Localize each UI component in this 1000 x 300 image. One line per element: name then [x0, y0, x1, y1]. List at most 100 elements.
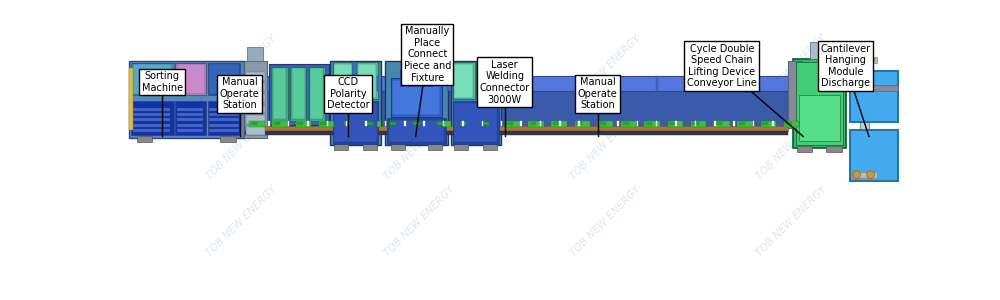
Bar [483, 144, 497, 150]
Bar [244, 61, 267, 138]
Bar [458, 121, 474, 127]
Bar [245, 131, 788, 135]
Bar [271, 67, 288, 121]
Bar [826, 146, 842, 152]
Bar [846, 85, 898, 92]
Bar [483, 122, 489, 125]
Bar [520, 122, 522, 126]
Bar [246, 115, 264, 124]
Bar [559, 122, 561, 126]
Bar [326, 122, 328, 126]
Bar [621, 121, 637, 127]
Bar [385, 61, 448, 145]
Bar [691, 121, 706, 127]
Bar [476, 62, 498, 99]
Bar [133, 64, 172, 94]
Bar [598, 121, 613, 127]
Circle shape [853, 171, 860, 178]
Bar [246, 83, 264, 92]
Bar [245, 126, 788, 131]
Bar [377, 76, 379, 92]
Bar [133, 129, 170, 132]
Text: Cantilever
Hanging
Module
Discharge: Cantilever Hanging Module Discharge [821, 44, 871, 88]
Text: TOB NEW ENERGY: TOB NEW ENERGY [204, 107, 278, 181]
Bar [388, 121, 404, 127]
Text: TOB NEW ENERGY: TOB NEW ENERGY [568, 107, 643, 181]
Bar [133, 113, 170, 116]
Bar [516, 76, 519, 92]
Bar [292, 68, 305, 119]
Text: TOB NEW ENERGY: TOB NEW ENERGY [754, 107, 829, 181]
Text: Manual
Operate
Station: Manual Operate Station [578, 77, 618, 110]
Text: TOB NEW ENERGY: TOB NEW ENERGY [382, 107, 457, 181]
Bar [392, 80, 440, 115]
Bar [761, 121, 776, 127]
Bar [131, 63, 174, 95]
Bar [209, 64, 239, 94]
Bar [796, 62, 843, 145]
Bar [505, 121, 520, 127]
Bar [586, 76, 588, 92]
Bar [247, 47, 263, 61]
Bar [177, 64, 205, 94]
Bar [443, 122, 444, 126]
Bar [245, 92, 788, 128]
Bar [288, 122, 289, 126]
Bar [209, 113, 239, 116]
Bar [246, 94, 264, 102]
Bar [385, 122, 386, 126]
Bar [333, 101, 378, 144]
Bar [310, 68, 323, 119]
Bar [462, 122, 464, 126]
Bar [388, 120, 444, 142]
Bar [598, 122, 599, 126]
Bar [268, 122, 270, 126]
Bar [788, 61, 802, 128]
Bar [852, 57, 877, 63]
Bar [246, 104, 264, 113]
Bar [850, 130, 898, 181]
Bar [860, 59, 869, 178]
Bar [454, 144, 468, 150]
Bar [391, 144, 405, 150]
Bar [245, 76, 788, 92]
Bar [617, 122, 619, 126]
Bar [387, 118, 446, 144]
Bar [772, 122, 774, 126]
Bar [447, 76, 449, 92]
Bar [307, 76, 309, 92]
Bar [273, 68, 286, 119]
Bar [850, 71, 898, 122]
Bar [692, 122, 699, 125]
Bar [797, 146, 812, 152]
Bar [669, 122, 675, 125]
Bar [209, 108, 239, 111]
Bar [423, 122, 425, 126]
Bar [344, 122, 350, 125]
Bar [177, 108, 203, 111]
Bar [334, 103, 377, 142]
Bar [137, 136, 152, 142]
Bar [251, 122, 257, 125]
Bar [482, 122, 483, 126]
Circle shape [867, 55, 874, 63]
Bar [454, 103, 497, 142]
Bar [646, 122, 652, 125]
Bar [290, 67, 306, 121]
Bar [175, 101, 206, 135]
Bar [334, 144, 348, 150]
Bar [578, 122, 580, 126]
Bar [367, 122, 373, 125]
Bar [762, 122, 768, 125]
Bar [799, 95, 840, 142]
Text: TOB NEW ENERGY: TOB NEW ENERGY [754, 184, 829, 258]
Circle shape [867, 171, 874, 178]
Bar [246, 72, 264, 81]
Circle shape [853, 55, 860, 63]
Bar [177, 129, 203, 132]
Text: Manual
Operate
Station: Manual Operate Station [220, 77, 260, 110]
Bar [346, 122, 347, 126]
Text: Sorting
Machine: Sorting Machine [142, 71, 183, 93]
Bar [133, 124, 170, 127]
Bar [454, 64, 473, 98]
